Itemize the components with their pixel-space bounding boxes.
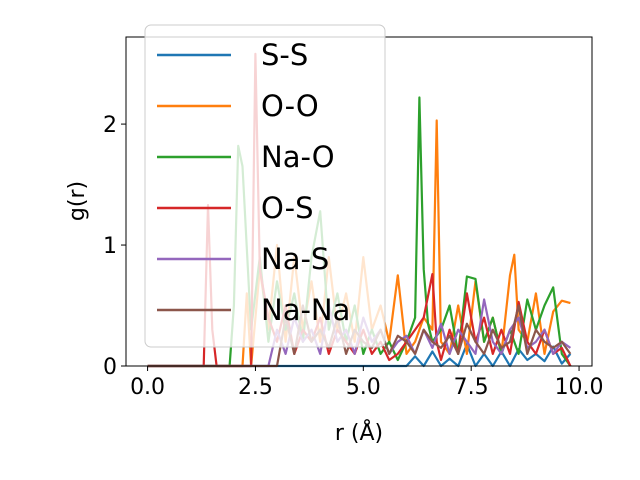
- legend-label: Na-S: [261, 242, 329, 276]
- y-tick-label: 0: [103, 355, 117, 380]
- x-tick-label: 5.0: [346, 375, 381, 400]
- y-tick-label: 2: [103, 113, 117, 138]
- x-axis-label: r (Å): [335, 419, 383, 446]
- legend-label: O-S: [261, 191, 314, 225]
- x-tick-label: 2.5: [238, 375, 273, 400]
- x-axis: 0.0 2.5 5.0 7.5 10.0: [130, 366, 604, 400]
- y-tick-label: 1: [103, 234, 117, 259]
- series-line-1: [147, 343, 572, 368]
- legend-label: Na-Na: [261, 293, 350, 327]
- legend-label: S-S: [261, 38, 308, 72]
- x-tick-label: 7.5: [454, 375, 489, 400]
- y-axis-label: g(r): [65, 181, 90, 221]
- legend-label: O-O: [261, 89, 319, 123]
- legend: S-S O-O Na-O O-S Na-S Na-Na: [144, 24, 386, 348]
- legend-label: Na-O: [261, 140, 335, 174]
- x-tick-label: 0.0: [130, 375, 165, 400]
- x-tick-label: 10.0: [555, 375, 604, 400]
- y-axis: 0 1 2: [103, 113, 126, 380]
